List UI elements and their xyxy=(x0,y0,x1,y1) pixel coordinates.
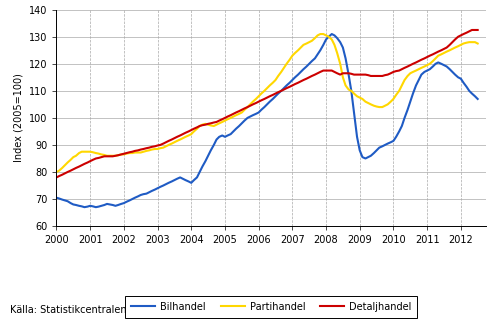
Detaljhandel xyxy=(258,99,264,102)
Partihandel xyxy=(258,92,264,96)
Partihandel xyxy=(351,92,357,96)
Detaljhandel xyxy=(321,68,327,72)
Bilhandel xyxy=(54,196,59,200)
Bilhandel xyxy=(354,135,360,139)
Text: Källa: Statistikcentralen: Källa: Statistikcentralen xyxy=(10,305,127,315)
Bilhandel xyxy=(472,94,478,98)
Partihandel xyxy=(309,39,315,43)
Line: Detaljhandel: Detaljhandel xyxy=(56,30,478,177)
Y-axis label: Index (2005=100): Index (2005=100) xyxy=(13,73,24,162)
Partihandel xyxy=(54,170,59,174)
Bilhandel xyxy=(475,97,481,101)
Detaljhandel xyxy=(202,123,208,127)
Detaljhandel xyxy=(309,74,315,78)
Detaljhandel xyxy=(54,175,59,179)
Bilhandel xyxy=(323,37,329,41)
Partihandel xyxy=(202,122,208,126)
Legend: Bilhandel, Partihandel, Detaljhandel: Bilhandel, Partihandel, Detaljhandel xyxy=(125,296,417,318)
Detaljhandel xyxy=(469,28,475,32)
Bilhandel xyxy=(312,57,318,60)
Partihandel xyxy=(317,32,323,36)
Bilhandel xyxy=(261,105,267,109)
Bilhandel xyxy=(205,154,211,158)
Line: Bilhandel: Bilhandel xyxy=(56,34,478,207)
Detaljhandel xyxy=(475,28,481,32)
Line: Partihandel: Partihandel xyxy=(56,34,478,172)
Partihandel xyxy=(469,40,475,44)
Detaljhandel xyxy=(348,72,354,76)
Partihandel xyxy=(323,34,329,37)
Detaljhandel xyxy=(466,29,472,33)
Bilhandel xyxy=(329,32,335,36)
Partihandel xyxy=(475,42,481,46)
Bilhandel xyxy=(82,205,87,209)
